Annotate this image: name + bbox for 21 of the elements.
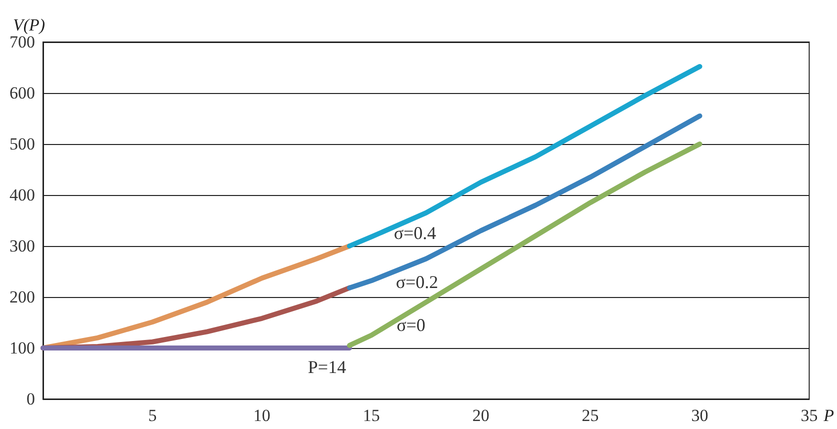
y-tick-label: 100 (10, 338, 35, 358)
y-tick-label: 0 (26, 390, 35, 408)
x-tick-label: 25 (582, 406, 599, 425)
annotation: σ=0 (396, 315, 426, 335)
x-tick-label: 5 (148, 406, 157, 425)
annotation: σ=0.2 (396, 272, 438, 292)
x-tick-label: 15 (362, 406, 380, 425)
annotation: P=14 (308, 357, 346, 377)
y-tick-label: 200 (10, 288, 35, 306)
y-tick-label: 500 (10, 134, 35, 154)
annotation: σ=0.4 (394, 223, 436, 243)
y-tick-label: 700 (10, 32, 35, 52)
x-tick-label: 20 (472, 406, 490, 425)
y-tick-label: 600 (10, 84, 35, 102)
y-tick-label: 400 (10, 186, 35, 204)
y-tick-label: 300 (10, 236, 35, 256)
x-tick-label: 35 (800, 406, 818, 425)
y-axis-title: V(P) (13, 16, 46, 35)
x-axis-title: P (822, 406, 834, 425)
x-tick-label: 30 (691, 406, 708, 425)
x-tick-label: 10 (253, 406, 270, 425)
